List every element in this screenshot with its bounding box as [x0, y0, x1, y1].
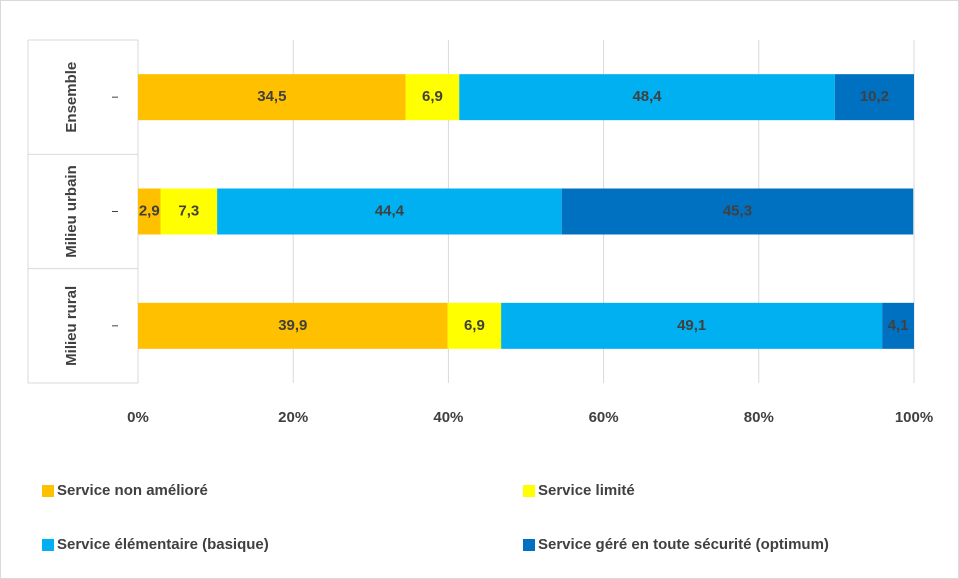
bar-segment [138, 74, 406, 121]
x-tick-label: 20% [278, 409, 308, 426]
bar-segment [459, 74, 835, 121]
data-label: 2,9 [139, 202, 160, 219]
bar-segment [501, 302, 883, 349]
bar-segment [447, 302, 502, 349]
x-tick-label: 60% [589, 409, 619, 426]
x-tick-label: 0% [127, 409, 149, 426]
x-tick-label: 80% [744, 409, 774, 426]
bar-segment [217, 188, 562, 235]
data-label: 48,4 [632, 88, 662, 105]
legend-label: Service limité [538, 482, 635, 499]
bar-segment [561, 188, 914, 235]
legend-swatch [523, 539, 535, 551]
data-label: 44,4 [375, 202, 405, 219]
legend-label: Service non amélioré [57, 482, 208, 499]
data-label: 4,1 [888, 317, 909, 334]
legend-label: Service géré en toute sécurité (optimum) [538, 536, 829, 553]
data-label: 49,1 [677, 317, 706, 334]
bar-segment [882, 302, 914, 349]
legend-swatch [42, 539, 54, 551]
legend-swatch [42, 485, 54, 497]
data-label: 39,9 [278, 317, 307, 334]
data-label: 45,3 [723, 202, 752, 219]
data-label: 10,2 [860, 88, 889, 105]
x-tick-label: 40% [433, 409, 463, 426]
data-label: 6,9 [422, 88, 443, 105]
x-tick-label: 100% [895, 409, 933, 426]
bar-segment [834, 74, 914, 121]
y-tick-label: Milieu rural [63, 286, 80, 366]
y-tick-label: Milieu urbain [63, 165, 80, 258]
legend-label: Service élémentaire (basique) [57, 536, 269, 553]
y-tick-label: Ensemble [63, 62, 80, 133]
data-label: 7,3 [178, 202, 199, 219]
data-label: 34,5 [257, 88, 286, 105]
bar-segment [405, 74, 460, 121]
bar-segment [138, 302, 448, 349]
legend-swatch [523, 485, 535, 497]
bar-segment [138, 188, 161, 235]
data-label: 6,9 [464, 317, 485, 334]
bar-segment [160, 188, 218, 235]
